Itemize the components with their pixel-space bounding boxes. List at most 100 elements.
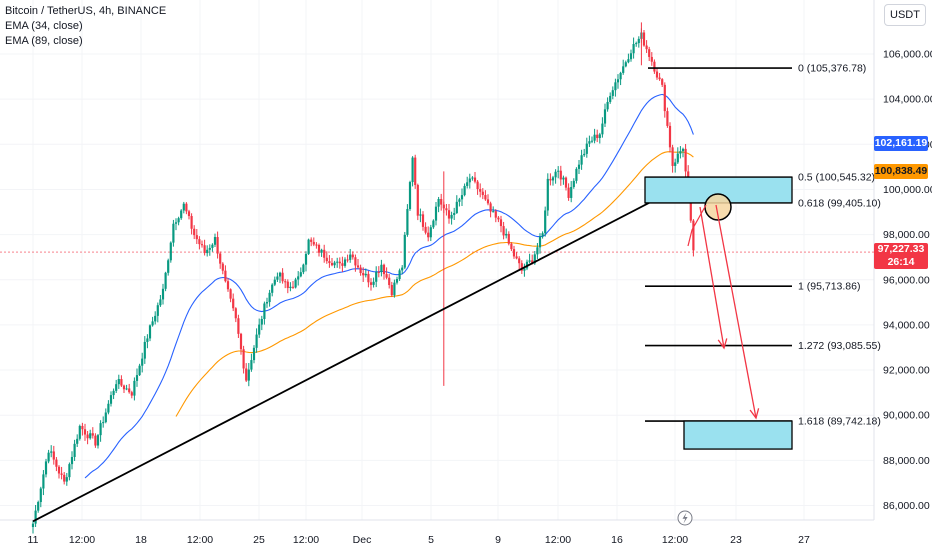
candle-body: [159, 299, 162, 306]
currency-selector[interactable]: USDT: [884, 4, 926, 26]
candle-body: [200, 244, 204, 246]
candle-body: [330, 263, 334, 266]
candle-body: [286, 281, 289, 289]
candle-body: [128, 388, 131, 393]
candle-body: [141, 358, 144, 366]
fib-level-label: 1.272 (93,085.55): [798, 340, 881, 352]
candle-body: [258, 324, 261, 335]
candle-body: [320, 249, 323, 253]
candles: [31, 22, 695, 534]
candle-body: [211, 244, 214, 248]
candle-body: [102, 422, 105, 424]
candle-body: [554, 171, 557, 178]
candle-body: [281, 272, 284, 282]
candle-body: [398, 270, 401, 280]
lightning-bolt-icon[interactable]: [677, 510, 693, 526]
candle-body: [224, 270, 227, 282]
last-price-tag: 97,227.33 26:14: [874, 243, 928, 270]
fib-level-label: 1 (95,713.86): [798, 281, 860, 293]
candle-body: [349, 254, 352, 260]
candle-body: [544, 210, 547, 234]
candle-body: [234, 308, 237, 319]
candle-body: [187, 211, 191, 217]
candle-body: [42, 474, 45, 489]
candle-body: [57, 466, 61, 474]
candle-body: [559, 170, 562, 180]
candle-body: [512, 249, 516, 257]
x-tick-label: 18: [135, 534, 147, 546]
candle-body: [148, 325, 152, 339]
candle-body: [479, 189, 482, 192]
candle-body: [346, 259, 349, 261]
candle-body: [572, 180, 575, 188]
candle-body: [533, 254, 536, 264]
candle-body: [297, 276, 300, 280]
candle-body: [593, 134, 596, 141]
candle-body: [203, 245, 206, 254]
candle-body: [229, 289, 232, 299]
candle-body: [445, 208, 448, 211]
candle-body: [216, 237, 219, 254]
candle-body: [450, 214, 453, 219]
candle-body: [195, 235, 198, 240]
candle-body: [564, 177, 568, 188]
candle-body: [528, 260, 531, 262]
candle-body: [507, 233, 510, 244]
candle-body: [341, 263, 344, 266]
candle-body: [520, 263, 523, 271]
candle-body: [354, 257, 357, 266]
candle-body: [377, 271, 380, 273]
y-tick-label: 92,000.00: [883, 365, 930, 377]
candle-body: [575, 168, 578, 181]
grid: [0, 0, 874, 520]
candle-body: [156, 305, 159, 316]
candle-body: [671, 147, 674, 166]
candle-body: [596, 134, 599, 139]
candle-body: [471, 177, 474, 179]
candle-body: [312, 241, 315, 245]
candle-body: [323, 249, 326, 258]
candle-body: [291, 286, 295, 288]
candle-body: [481, 191, 484, 196]
candle-body: [89, 433, 92, 439]
candle-body: [653, 61, 656, 72]
candle-body: [294, 279, 297, 288]
candle-body: [50, 451, 53, 453]
fib-level-label: 0.5 (100,545.32): [798, 172, 875, 184]
candle-body: [440, 198, 443, 205]
candle-body: [367, 273, 370, 283]
candle-body: [681, 148, 685, 152]
candle-body: [55, 459, 58, 467]
fib-level-label: 1.618 (89,742.18): [798, 416, 881, 428]
projection-arrow-1-head: [717, 338, 728, 350]
candle-body: [304, 253, 308, 265]
candle-body: [385, 274, 388, 278]
x-tick-label: 12:00: [69, 534, 95, 546]
candle-body: [614, 82, 617, 91]
candle-body: [263, 303, 266, 319]
candle-body: [601, 123, 604, 135]
symbol-label[interactable]: Bitcoin / TetherUS, 4h, BINANCE: [5, 5, 167, 17]
candle-body: [343, 259, 347, 266]
ema34-legend[interactable]: EMA (34, close): [5, 20, 83, 32]
candle-body: [567, 187, 570, 198]
candle-body: [86, 434, 89, 439]
candle-body: [609, 95, 612, 102]
candle-body: [364, 273, 367, 276]
y-tick-label: 90,000.00: [883, 410, 930, 422]
candle-body: [359, 267, 362, 274]
candle-body: [284, 281, 287, 283]
candle-body: [208, 247, 211, 250]
candle-body: [78, 425, 81, 439]
candle-body: [393, 282, 396, 296]
candle-body: [616, 79, 620, 83]
ema89-legend[interactable]: EMA (89, close): [5, 35, 83, 47]
candle-body: [679, 151, 682, 154]
candle-body: [531, 260, 534, 264]
candle-body: [351, 254, 354, 258]
candle-body: [122, 385, 126, 390]
candle-body: [310, 239, 313, 242]
candle-body: [661, 79, 664, 85]
